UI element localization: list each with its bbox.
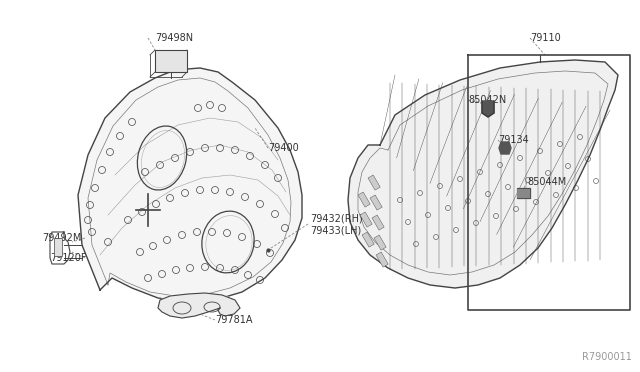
Bar xyxy=(360,212,372,227)
Bar xyxy=(374,235,386,250)
Bar xyxy=(368,175,380,190)
Text: 79120F: 79120F xyxy=(50,253,86,263)
Bar xyxy=(54,238,62,256)
Text: 79134: 79134 xyxy=(498,135,529,145)
Bar xyxy=(372,215,384,230)
Text: 79781A: 79781A xyxy=(215,315,253,325)
Text: 79400: 79400 xyxy=(268,143,299,153)
Polygon shape xyxy=(499,142,511,154)
Text: 79432(RH): 79432(RH) xyxy=(310,213,363,223)
Polygon shape xyxy=(78,68,302,302)
Polygon shape xyxy=(482,101,494,117)
Polygon shape xyxy=(348,60,618,288)
Text: 79492M: 79492M xyxy=(42,233,81,243)
Bar xyxy=(362,232,374,247)
Text: 79110: 79110 xyxy=(530,33,561,43)
Text: 79433(LH): 79433(LH) xyxy=(310,225,361,235)
Polygon shape xyxy=(517,188,530,198)
Polygon shape xyxy=(158,293,240,318)
Text: 85042N: 85042N xyxy=(468,95,506,105)
Bar xyxy=(376,252,388,267)
Bar xyxy=(370,195,382,210)
Text: R7900011: R7900011 xyxy=(582,352,632,362)
Text: 85044M: 85044M xyxy=(527,177,566,187)
FancyBboxPatch shape xyxy=(155,50,187,72)
Text: 79498N: 79498N xyxy=(155,33,193,43)
Bar xyxy=(358,192,370,207)
